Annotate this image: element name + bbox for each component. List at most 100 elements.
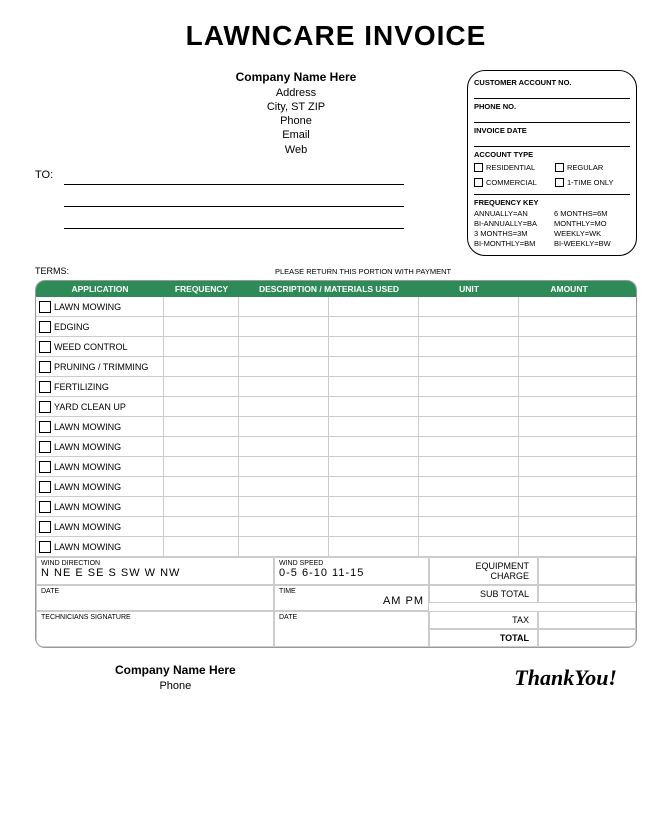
row-unit[interactable] xyxy=(419,397,519,416)
tax-value[interactable] xyxy=(538,611,636,629)
row-amount[interactable] xyxy=(519,517,619,536)
table-row: LAWN MOWING xyxy=(36,437,636,457)
row-checkbox[interactable] xyxy=(39,541,51,553)
row-desc-b[interactable] xyxy=(329,357,419,376)
row-desc-b[interactable] xyxy=(329,477,419,496)
row-frequency[interactable] xyxy=(164,437,239,456)
row-desc-b[interactable] xyxy=(329,297,419,316)
row-frequency[interactable] xyxy=(164,457,239,476)
date-cell-1[interactable]: DATE xyxy=(36,585,274,611)
row-checkbox[interactable] xyxy=(39,521,51,533)
row-unit[interactable] xyxy=(419,457,519,476)
freq-wk: WEEKLY=WK xyxy=(554,229,630,238)
checkbox-onetime[interactable] xyxy=(555,178,564,187)
row-checkbox[interactable] xyxy=(39,341,51,353)
row-unit[interactable] xyxy=(419,317,519,336)
row-desc-b[interactable] xyxy=(329,457,419,476)
row-desc-a[interactable] xyxy=(239,397,329,416)
row-desc-a[interactable] xyxy=(239,357,329,376)
to-line-3[interactable] xyxy=(64,213,404,229)
row-checkbox[interactable] xyxy=(39,321,51,333)
checkbox-commercial[interactable] xyxy=(474,178,483,187)
row-frequency[interactable] xyxy=(164,397,239,416)
row-frequency[interactable] xyxy=(164,517,239,536)
row-unit[interactable] xyxy=(419,417,519,436)
row-unit[interactable] xyxy=(419,497,519,516)
row-amount[interactable] xyxy=(519,437,619,456)
row-checkbox[interactable] xyxy=(39,381,51,393)
row-frequency[interactable] xyxy=(164,357,239,376)
tech-signature-cell[interactable]: TECHNICIANS SIGNATURE xyxy=(36,611,274,647)
row-checkbox[interactable] xyxy=(39,401,51,413)
row-frequency[interactable] xyxy=(164,377,239,396)
to-line-1[interactable] xyxy=(64,169,404,185)
checkbox-regular[interactable] xyxy=(555,163,564,172)
checkbox-residential[interactable] xyxy=(474,163,483,172)
row-amount[interactable] xyxy=(519,397,619,416)
row-unit[interactable] xyxy=(419,517,519,536)
row-amount[interactable] xyxy=(519,477,619,496)
row-desc-a[interactable] xyxy=(239,417,329,436)
row-frequency[interactable] xyxy=(164,537,239,556)
to-line-2[interactable] xyxy=(64,191,404,207)
row-desc-b[interactable] xyxy=(329,317,419,336)
row-unit[interactable] xyxy=(419,377,519,396)
row-desc-b[interactable] xyxy=(329,517,419,536)
row-frequency[interactable] xyxy=(164,317,239,336)
row-unit[interactable] xyxy=(419,337,519,356)
return-text: PLEASE RETURN THIS PORTION WITH PAYMENT xyxy=(89,267,637,276)
row-checkbox[interactable] xyxy=(39,481,51,493)
row-desc-a[interactable] xyxy=(239,437,329,456)
row-desc-a[interactable] xyxy=(239,337,329,356)
account-type-label: ACCOUNT TYPE xyxy=(474,150,630,159)
row-desc-b[interactable] xyxy=(329,377,419,396)
row-unit[interactable] xyxy=(419,477,519,496)
row-frequency[interactable] xyxy=(164,417,239,436)
row-checkbox[interactable] xyxy=(39,441,51,453)
customer-acct-label: CUSTOMER ACCOUNT NO. xyxy=(474,78,630,87)
row-desc-a[interactable] xyxy=(239,517,329,536)
row-checkbox[interactable] xyxy=(39,461,51,473)
row-unit[interactable] xyxy=(419,297,519,316)
row-amount[interactable] xyxy=(519,297,619,316)
row-frequency[interactable] xyxy=(164,497,239,516)
row-unit[interactable] xyxy=(419,537,519,556)
row-desc-a[interactable] xyxy=(239,377,329,396)
row-amount[interactable] xyxy=(519,497,619,516)
row-desc-a[interactable] xyxy=(239,317,329,336)
row-desc-b[interactable] xyxy=(329,397,419,416)
row-amount[interactable] xyxy=(519,357,619,376)
invoice-date-label: INVOICE DATE xyxy=(474,126,630,135)
total-value[interactable] xyxy=(538,629,636,647)
time-cell[interactable]: TIMEAM PM xyxy=(274,585,429,611)
row-desc-b[interactable] xyxy=(329,537,419,556)
row-desc-b[interactable] xyxy=(329,437,419,456)
row-checkbox[interactable] xyxy=(39,421,51,433)
row-checkbox[interactable] xyxy=(39,301,51,313)
row-unit[interactable] xyxy=(419,357,519,376)
row-frequency[interactable] xyxy=(164,337,239,356)
row-desc-b[interactable] xyxy=(329,337,419,356)
equipment-charge-value[interactable] xyxy=(538,557,636,585)
row-desc-a[interactable] xyxy=(239,457,329,476)
row-desc-a[interactable] xyxy=(239,297,329,316)
row-checkbox[interactable] xyxy=(39,361,51,373)
row-application: LAWN MOWING xyxy=(54,442,121,452)
row-amount[interactable] xyxy=(519,377,619,396)
row-desc-a[interactable] xyxy=(239,477,329,496)
row-amount[interactable] xyxy=(519,317,619,336)
row-checkbox[interactable] xyxy=(39,501,51,513)
row-unit[interactable] xyxy=(419,437,519,456)
row-frequency[interactable] xyxy=(164,297,239,316)
subtotal-value[interactable] xyxy=(538,585,636,603)
row-desc-b[interactable] xyxy=(329,417,419,436)
row-amount[interactable] xyxy=(519,457,619,476)
row-amount[interactable] xyxy=(519,417,619,436)
row-frequency[interactable] xyxy=(164,477,239,496)
row-desc-b[interactable] xyxy=(329,497,419,516)
row-amount[interactable] xyxy=(519,537,619,556)
date-cell-2[interactable]: DATE xyxy=(274,611,429,647)
row-desc-a[interactable] xyxy=(239,537,329,556)
row-desc-a[interactable] xyxy=(239,497,329,516)
row-amount[interactable] xyxy=(519,337,619,356)
